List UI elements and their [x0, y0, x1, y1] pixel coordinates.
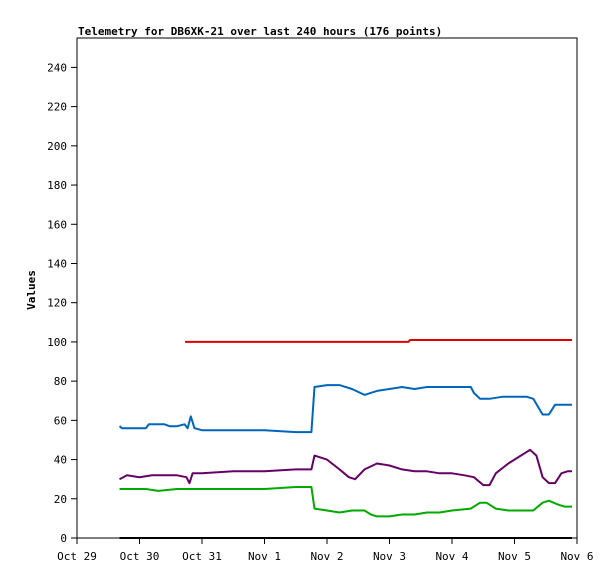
x-tick-label: Oct 29 — [57, 550, 97, 563]
y-tick-label: 200 — [47, 140, 67, 153]
plot-area — [76, 37, 578, 539]
x-tick-label: Nov 5 — [498, 550, 531, 563]
y-tick-label: 160 — [47, 218, 67, 231]
x-tick-label: Oct 31 — [182, 550, 222, 563]
y-tick-label: 100 — [47, 336, 67, 349]
y-tick-label: 140 — [47, 257, 67, 270]
y-tick-label: 80 — [54, 375, 67, 388]
series-line — [118, 384, 572, 434]
y-tick-label: 20 — [54, 493, 67, 506]
x-tick-label: Nov 1 — [248, 550, 281, 563]
y-tick-label: 240 — [47, 61, 67, 74]
y-axis: 0 20 40 60 80 100 120 140 160 180 200 220 240 — [47, 61, 77, 545]
series-line — [119, 448, 572, 487]
x-tick-label: Nov 2 — [310, 550, 343, 563]
x-tick-label: Oct 30 — [120, 550, 160, 563]
x-tick-label: Nov 4 — [435, 550, 468, 563]
x-axis: Oct 29 Oct 30 Oct 31 Nov 1 Nov 2 Nov 3 Nov 4 No… — [57, 538, 594, 563]
y-tick-label: 120 — [47, 297, 67, 310]
y-tick-label: 180 — [47, 179, 67, 192]
x-tick-label: Nov 3 — [373, 550, 406, 563]
y-tick-label: 60 — [54, 414, 67, 427]
y-tick-label: 0 — [60, 532, 67, 545]
y-axis-label: Values — [25, 270, 38, 310]
y-tick-label: 40 — [54, 454, 67, 467]
y-tick-label: 220 — [47, 101, 67, 114]
x-tick-label: Nov 6 — [560, 550, 593, 563]
series-layer — [118, 339, 572, 539]
chart-title: Telemetry for DB6XK-21 over last 240 hou… — [78, 25, 442, 38]
series-line — [119, 486, 572, 518]
series-line — [185, 339, 572, 343]
